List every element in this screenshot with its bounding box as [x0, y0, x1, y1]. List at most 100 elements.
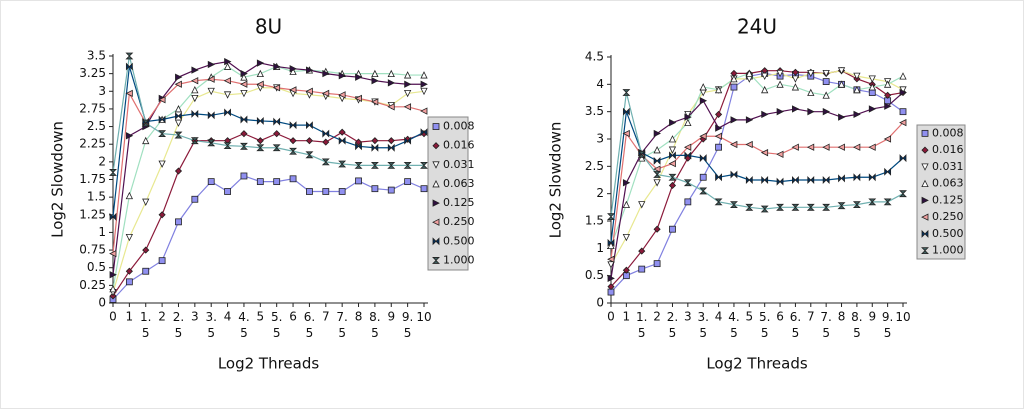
data-point: [745, 116, 754, 124]
data-point: [354, 161, 363, 169]
data-point: [273, 117, 281, 126]
data-point: [884, 91, 892, 99]
data-point: [174, 105, 183, 113]
data-point: [191, 94, 199, 103]
legend-label: 1.000: [443, 253, 475, 266]
y-tick-label: 0.5: [585, 268, 604, 282]
y-tick-label: 1: [98, 225, 106, 239]
data-point: [338, 72, 347, 80]
data-point: [354, 94, 362, 102]
x-tick-label: 8: [355, 310, 363, 324]
data-point: [668, 173, 677, 181]
data-point: [420, 87, 428, 96]
data-point: [715, 173, 722, 182]
data-point: [109, 249, 117, 258]
data-point: [868, 143, 876, 151]
data-point: [256, 178, 264, 186]
data-point: [387, 103, 395, 111]
data-point: [190, 137, 199, 145]
data-point: [883, 135, 892, 143]
data-point: [273, 178, 281, 186]
data-point: [305, 151, 314, 159]
data-point: [420, 185, 428, 193]
data-point: [338, 188, 346, 195]
data-point: [256, 80, 264, 88]
legend-label: 0.500: [932, 227, 964, 240]
data-point: [207, 60, 216, 69]
data-point: [776, 150, 784, 158]
data-point: [273, 130, 281, 138]
data-point: [191, 195, 199, 203]
x-tick-label: 1: [623, 310, 631, 324]
legend-label: 0.031: [932, 160, 964, 173]
data-point: [684, 118, 692, 126]
data-point: [207, 178, 215, 186]
data-point: [883, 80, 892, 88]
legend-label: 0.016: [443, 139, 475, 152]
data-point: [142, 267, 150, 275]
legend-marker: [921, 229, 929, 238]
y-tick-label: 1: [596, 241, 604, 255]
data-point: [175, 218, 182, 226]
data-point: [190, 77, 199, 85]
x-tick-label: 5: [256, 310, 264, 324]
x-tick-label: 5. 5: [271, 310, 282, 340]
data-point: [420, 80, 428, 88]
data-point: [868, 75, 876, 83]
y-tick-label: 2: [596, 186, 604, 200]
data-point: [239, 142, 248, 150]
data-point: [240, 90, 248, 98]
legend-box: [427, 116, 469, 271]
data-point: [684, 111, 692, 119]
legend-label: 0.008: [932, 126, 964, 139]
data-point: [174, 167, 183, 175]
legend-marker: [432, 237, 440, 246]
data-point: [240, 80, 248, 88]
series-line: [610, 92, 904, 217]
legend-label: 1.000: [932, 244, 964, 257]
data-point: [322, 69, 330, 78]
data-point: [338, 160, 347, 168]
legend-label: 0.063: [932, 177, 964, 190]
data-point: [223, 62, 232, 70]
data-point: [371, 98, 379, 106]
legend-label: 0.125: [932, 193, 964, 206]
chart-title: 24U: [737, 15, 777, 39]
data-point: [622, 107, 630, 116]
data-point: [125, 132, 134, 140]
x-tick-label: 3: [684, 310, 692, 324]
data-point: [387, 137, 395, 145]
data-point: [791, 203, 800, 211]
y-axis-label: Log2 Slowdown: [547, 122, 565, 239]
y-tick-label: 2.75: [79, 101, 106, 115]
data-point: [607, 283, 615, 291]
data-point: [371, 69, 379, 78]
data-point: [791, 68, 799, 76]
data-point: [699, 132, 707, 140]
x-tick-label: 8. 5: [851, 310, 862, 340]
data-point: [822, 78, 830, 85]
data-point: [109, 169, 117, 176]
legend-marker: [432, 123, 440, 130]
data-point: [403, 90, 412, 98]
x-tick-label: 4: [715, 310, 723, 324]
data-point: [822, 108, 831, 116]
data-point: [289, 86, 297, 94]
data-point: [371, 77, 379, 85]
data-point: [760, 149, 769, 157]
y-tick-label: 2.25: [79, 137, 106, 151]
data-point: [306, 188, 313, 195]
y-tick-label: 2.5: [87, 119, 106, 133]
legend-marker: [432, 218, 440, 226]
x-tick-label: 2. 5: [173, 310, 184, 340]
y-tick-label: 2: [98, 154, 106, 168]
data-point: [715, 143, 722, 151]
x-tick-label: 3. 5: [205, 310, 216, 340]
data-point: [683, 179, 692, 187]
x-tick-label: 2: [158, 310, 166, 324]
data-point: [256, 69, 264, 78]
x-tick-label: 7: [322, 310, 330, 324]
x-tick-label: 6: [289, 310, 297, 324]
data-point: [899, 154, 907, 163]
data-point: [141, 119, 150, 127]
